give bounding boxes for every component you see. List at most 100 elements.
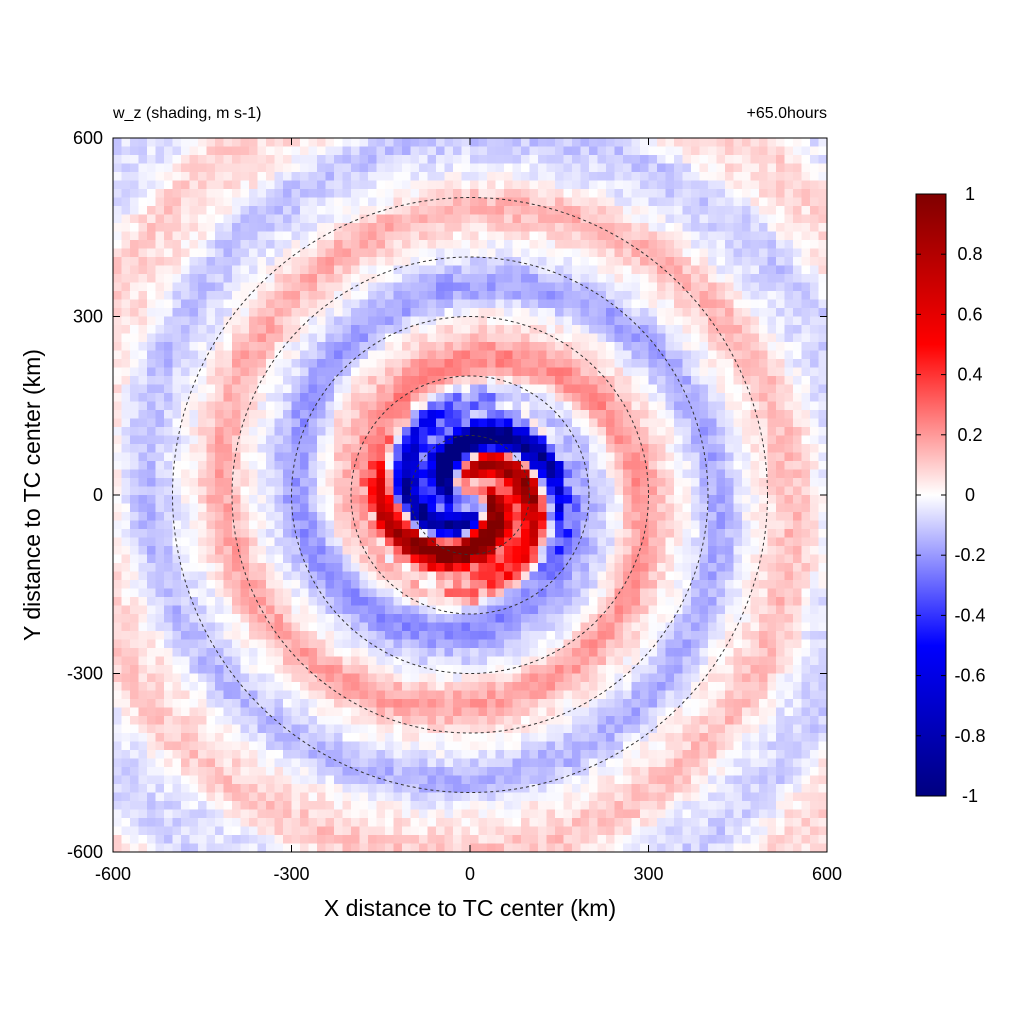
heatmap-cell [733, 291, 743, 301]
heatmap-cell [640, 597, 650, 607]
heatmap-cell [427, 469, 437, 479]
heatmap-cell [614, 503, 624, 513]
heatmap-cell [198, 461, 208, 471]
heatmap-cell [257, 478, 267, 488]
heatmap-cell [351, 197, 361, 207]
heatmap-cell [623, 265, 633, 275]
heatmap-cell [342, 418, 352, 428]
heatmap-cell [223, 359, 233, 369]
heatmap-cell [198, 469, 208, 479]
heatmap-cell [206, 393, 216, 403]
heatmap-cell [640, 384, 650, 394]
heatmap-cell [504, 282, 514, 292]
heatmap-cell [215, 163, 225, 173]
heatmap-cell [521, 554, 531, 564]
heatmap-cell [393, 325, 403, 335]
heatmap-cell [121, 546, 131, 556]
heatmap-cell [555, 155, 565, 165]
heatmap-cell [648, 240, 658, 250]
heatmap-cell [342, 291, 352, 301]
heatmap-cell [648, 180, 658, 190]
heatmap-cell [410, 580, 420, 590]
heatmap-cell [589, 631, 599, 641]
heatmap-cell [274, 291, 284, 301]
heatmap-cell [257, 512, 267, 522]
heatmap-cell [759, 350, 769, 360]
heatmap-cell [266, 546, 276, 556]
heatmap-cell [648, 597, 658, 607]
heatmap-cell [147, 605, 157, 615]
heatmap-cell [402, 308, 412, 318]
heatmap-cell [470, 274, 480, 284]
heatmap-cell [495, 197, 505, 207]
heatmap-cell [529, 478, 539, 488]
heatmap-cell [580, 197, 590, 207]
heatmap-cell [657, 316, 667, 326]
heatmap-cell [742, 180, 752, 190]
heatmap-cell [172, 248, 182, 258]
heatmap-cell [504, 367, 514, 377]
heatmap-cell [742, 529, 752, 539]
heatmap-cell [495, 546, 505, 556]
heatmap-cell [538, 631, 548, 641]
heatmap-cell [572, 435, 582, 445]
heatmap-cell [453, 563, 463, 573]
heatmap-cell [206, 155, 216, 165]
heatmap-cell [521, 503, 531, 513]
heatmap-cell [767, 138, 777, 148]
heatmap-cell [725, 163, 735, 173]
heatmap-cell [716, 410, 726, 420]
heatmap-cell [147, 393, 157, 403]
heatmap-cell [699, 155, 709, 165]
heatmap-cell [334, 452, 344, 462]
heatmap-cell [674, 486, 684, 496]
heatmap-cell [699, 197, 709, 207]
heatmap-cell [657, 469, 667, 479]
heatmap-cell [470, 588, 480, 598]
heatmap-cell [784, 384, 794, 394]
heatmap-cell [606, 146, 616, 156]
heatmap-cell [130, 435, 140, 445]
heatmap-cell [589, 223, 599, 233]
heatmap-cell [444, 512, 454, 522]
heatmap-cell [308, 299, 318, 309]
heatmap-cell [300, 316, 310, 326]
heatmap-cell [767, 316, 777, 326]
heatmap-cell [393, 605, 403, 615]
heatmap-cell [589, 622, 599, 632]
heatmap-cell [266, 214, 276, 224]
heatmap-cell [810, 155, 820, 165]
heatmap-cell [563, 631, 573, 641]
heatmap-cell [529, 206, 539, 216]
heatmap-cell [699, 206, 709, 216]
heatmap-cell [546, 597, 556, 607]
heatmap-cell [640, 274, 650, 284]
heatmap-cell [113, 248, 123, 258]
heatmap-cell [504, 478, 514, 488]
heatmap-cell [393, 163, 403, 173]
heatmap-cell [223, 214, 233, 224]
heatmap-cell [342, 401, 352, 411]
heatmap-cell [317, 189, 327, 199]
heatmap-cell [725, 529, 735, 539]
heatmap-cell [325, 325, 335, 335]
heatmap-cell [606, 588, 616, 598]
heatmap-cell [206, 495, 216, 505]
heatmap-cell [606, 333, 616, 343]
heatmap-cell [308, 469, 318, 479]
heatmap-cell [555, 495, 565, 505]
heatmap-cell [623, 461, 633, 471]
heatmap-cell [300, 444, 310, 454]
heatmap-cell [138, 257, 148, 267]
heatmap-cell [521, 223, 531, 233]
heatmap-cell [699, 240, 709, 250]
heatmap-cell [291, 435, 301, 445]
heatmap-cell [512, 529, 522, 539]
heatmap-cell [725, 350, 735, 360]
heatmap-cell [155, 435, 165, 445]
heatmap-cell [606, 248, 616, 258]
heatmap-cell [283, 367, 293, 377]
heatmap-cell [444, 248, 454, 258]
heatmap-cell [232, 478, 242, 488]
heatmap-cell [572, 206, 582, 216]
